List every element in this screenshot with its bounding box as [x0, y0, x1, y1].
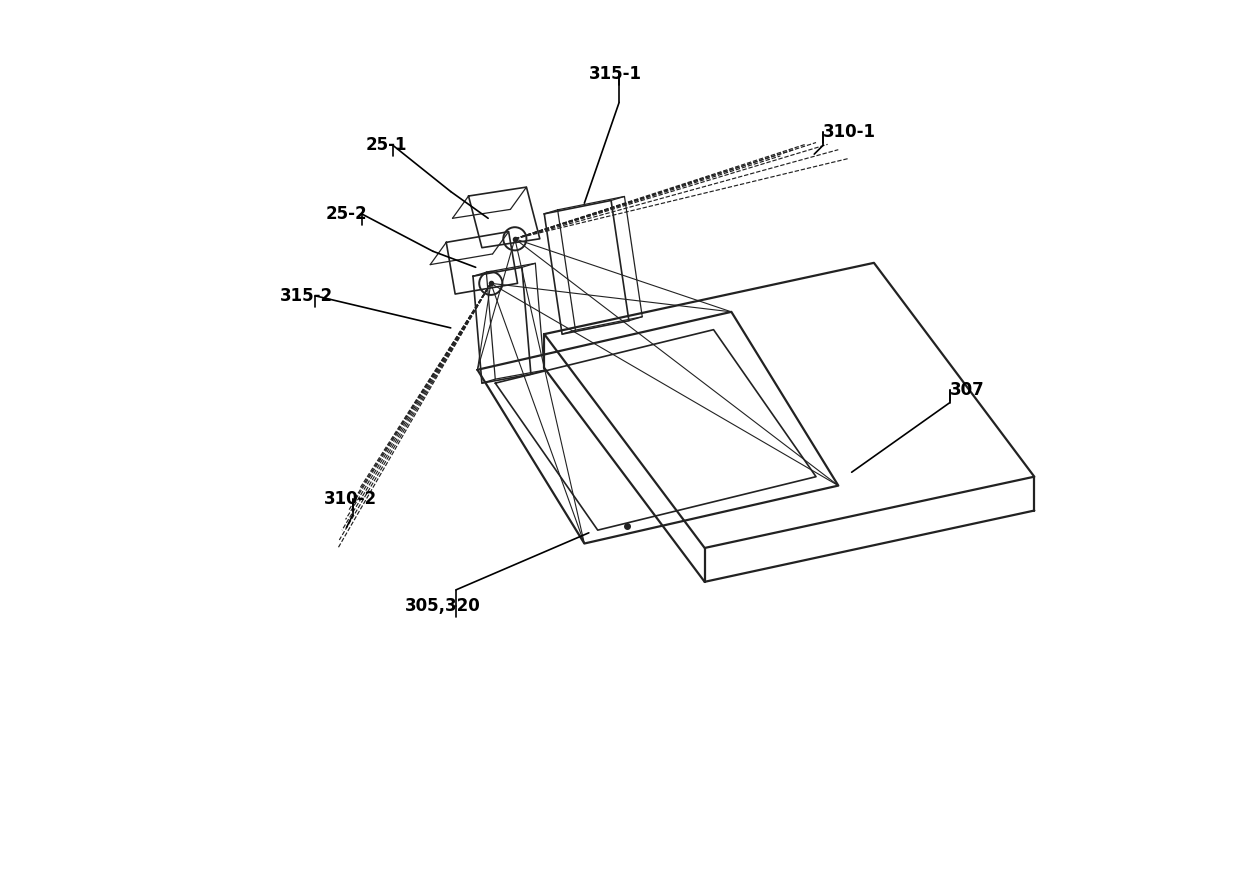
Text: 25-2: 25-2 [326, 205, 367, 223]
Text: 310-2: 310-2 [324, 490, 377, 508]
Text: 305,320: 305,320 [404, 597, 480, 615]
Text: 307: 307 [950, 381, 985, 399]
Text: 315-2: 315-2 [280, 287, 332, 305]
Text: 25-1: 25-1 [366, 136, 408, 154]
Text: 315-1: 315-1 [589, 65, 642, 83]
Text: 310-1: 310-1 [823, 123, 877, 141]
